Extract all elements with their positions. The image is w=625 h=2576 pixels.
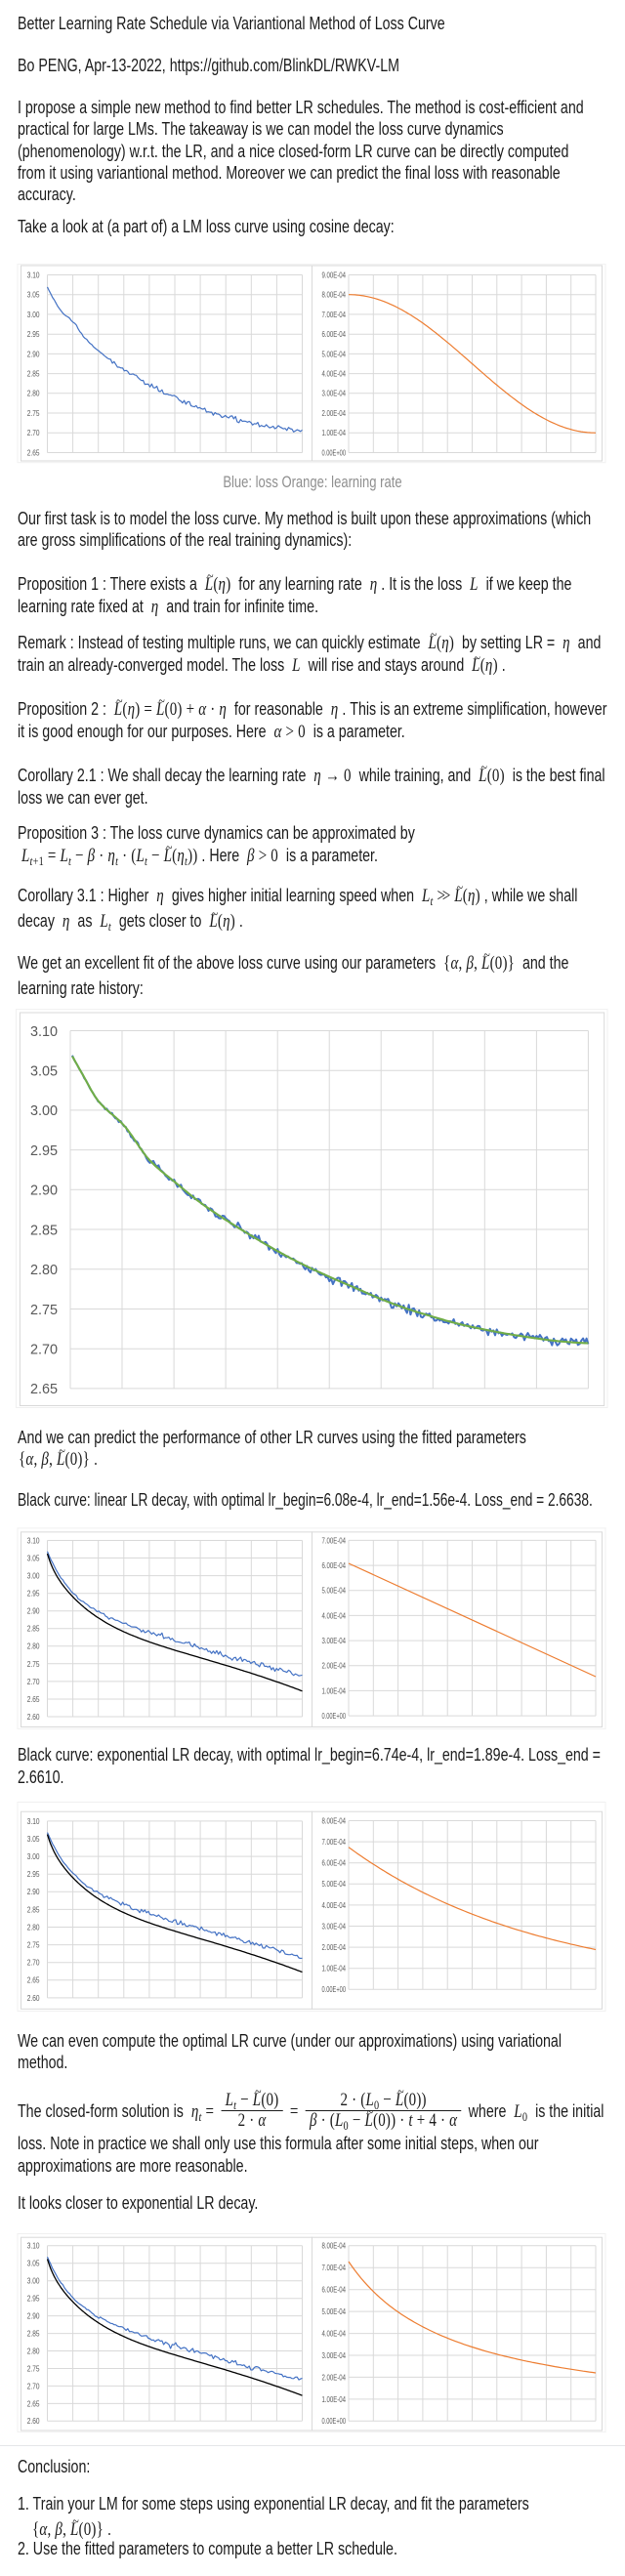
svg-text:2.95: 2.95 xyxy=(27,2295,40,2304)
svg-text:2.60: 2.60 xyxy=(27,1994,40,2003)
svg-text:2.85: 2.85 xyxy=(27,370,40,379)
svg-text:2.65: 2.65 xyxy=(27,1976,40,1985)
svg-text:3.00E-04: 3.00E-04 xyxy=(322,1637,347,1645)
svg-text:2.65: 2.65 xyxy=(27,1695,40,1704)
svg-text:2.90: 2.90 xyxy=(27,1607,40,1616)
svg-text:2.85: 2.85 xyxy=(27,1905,40,1914)
svg-text:2.65: 2.65 xyxy=(27,2399,40,2408)
svg-text:3.05: 3.05 xyxy=(27,1835,40,1844)
svg-text:7.00E-04: 7.00E-04 xyxy=(322,1838,347,1847)
svg-text:7.00E-04: 7.00E-04 xyxy=(322,311,347,319)
svg-text:3.00: 3.00 xyxy=(27,2277,40,2286)
svg-text:0.00E+00: 0.00E+00 xyxy=(322,1985,347,1994)
svg-text:2.00E-04: 2.00E-04 xyxy=(322,1943,347,1952)
svg-text:2.85: 2.85 xyxy=(27,1625,40,1634)
svg-text:2.00E-04: 2.00E-04 xyxy=(322,2373,347,2382)
svg-text:5.00E-04: 5.00E-04 xyxy=(322,1880,347,1889)
svg-text:2.95: 2.95 xyxy=(27,1590,40,1599)
svg-text:2.80: 2.80 xyxy=(27,390,40,398)
svg-text:2.70: 2.70 xyxy=(27,429,40,437)
svg-text:4.00E-04: 4.00E-04 xyxy=(322,1901,347,1910)
svg-text:8.00E-04: 8.00E-04 xyxy=(322,291,347,300)
svg-text:2.60: 2.60 xyxy=(27,2417,40,2426)
svg-text:6.00E-04: 6.00E-04 xyxy=(322,2286,347,2295)
svg-text:2.90: 2.90 xyxy=(27,350,40,358)
svg-text:3.10: 3.10 xyxy=(27,270,40,279)
svg-text:4.00E-04: 4.00E-04 xyxy=(322,1611,347,1620)
svg-text:2.65: 2.65 xyxy=(27,448,40,457)
svg-text:8.00E-04: 8.00E-04 xyxy=(322,1816,347,1825)
svg-text:2.90: 2.90 xyxy=(27,1888,40,1896)
svg-text:3.10: 3.10 xyxy=(27,1817,40,1826)
svg-text:6.00E-04: 6.00E-04 xyxy=(322,330,347,339)
svg-text:2.95: 2.95 xyxy=(30,1143,58,1159)
svg-text:3.05: 3.05 xyxy=(27,291,40,300)
svg-text:1.00E-04: 1.00E-04 xyxy=(322,1965,347,1974)
svg-text:2.90: 2.90 xyxy=(27,2312,40,2321)
svg-text:0.00E+00: 0.00E+00 xyxy=(322,1712,347,1721)
svg-text:3.00: 3.00 xyxy=(30,1102,58,1119)
svg-text:2.75: 2.75 xyxy=(27,409,40,418)
svg-text:2.85: 2.85 xyxy=(30,1222,58,1238)
svg-text:1.00E-04: 1.00E-04 xyxy=(322,429,347,437)
svg-text:3.10: 3.10 xyxy=(27,2242,40,2251)
svg-text:2.70: 2.70 xyxy=(27,1959,40,1968)
svg-text:2.80: 2.80 xyxy=(27,2347,40,2355)
svg-text:9.00E-04: 9.00E-04 xyxy=(322,270,347,279)
svg-text:4.00E-04: 4.00E-04 xyxy=(322,370,347,379)
svg-text:7.00E-04: 7.00E-04 xyxy=(322,2264,347,2272)
svg-text:2.00E-04: 2.00E-04 xyxy=(322,1662,347,1671)
svg-text:3.00E-04: 3.00E-04 xyxy=(322,390,347,398)
svg-text:3.00: 3.00 xyxy=(27,311,40,319)
svg-text:3.05: 3.05 xyxy=(30,1063,58,1080)
svg-text:3.00: 3.00 xyxy=(27,1852,40,1861)
svg-text:2.95: 2.95 xyxy=(27,1870,40,1879)
svg-text:2.75: 2.75 xyxy=(30,1302,58,1318)
svg-text:2.85: 2.85 xyxy=(27,2330,40,2339)
svg-text:0.00E+00: 0.00E+00 xyxy=(322,2417,347,2426)
svg-text:2.90: 2.90 xyxy=(30,1183,58,1199)
svg-text:2.75: 2.75 xyxy=(27,1941,40,1950)
svg-text:3.00E-04: 3.00E-04 xyxy=(322,1922,347,1931)
svg-text:7.00E-04: 7.00E-04 xyxy=(322,1536,347,1545)
svg-text:5.00E-04: 5.00E-04 xyxy=(322,2307,347,2316)
svg-text:3.10: 3.10 xyxy=(30,1023,58,1040)
svg-text:4.00E-04: 4.00E-04 xyxy=(322,2330,347,2339)
svg-text:3.00: 3.00 xyxy=(27,1572,40,1581)
svg-text:1.00E-04: 1.00E-04 xyxy=(322,1686,347,1695)
svg-text:2.80: 2.80 xyxy=(27,1923,40,1932)
svg-text:2.75: 2.75 xyxy=(27,2364,40,2373)
svg-text:2.80: 2.80 xyxy=(27,1642,40,1651)
svg-text:2.65: 2.65 xyxy=(30,1381,58,1397)
svg-text:8.00E-04: 8.00E-04 xyxy=(322,2242,347,2251)
svg-text:2.60: 2.60 xyxy=(27,1713,40,1722)
svg-text:5.00E-04: 5.00E-04 xyxy=(322,350,347,358)
svg-text:0.00E+00: 0.00E+00 xyxy=(322,448,347,457)
svg-text:2.75: 2.75 xyxy=(27,1660,40,1669)
svg-text:5.00E-04: 5.00E-04 xyxy=(322,1587,347,1596)
svg-text:3.05: 3.05 xyxy=(27,1555,40,1563)
svg-text:3.00E-04: 3.00E-04 xyxy=(322,2351,347,2360)
svg-text:2.70: 2.70 xyxy=(27,1678,40,1686)
svg-text:2.70: 2.70 xyxy=(27,2382,40,2390)
svg-text:2.00E-04: 2.00E-04 xyxy=(322,409,347,418)
svg-text:2.95: 2.95 xyxy=(27,330,40,339)
svg-text:2.80: 2.80 xyxy=(30,1262,58,1278)
svg-text:6.00E-04: 6.00E-04 xyxy=(322,1859,347,1868)
svg-text:2.70: 2.70 xyxy=(30,1342,58,1358)
svg-text:3.10: 3.10 xyxy=(27,1536,40,1545)
svg-text:6.00E-04: 6.00E-04 xyxy=(322,1561,347,1570)
svg-text:1.00E-04: 1.00E-04 xyxy=(322,2395,347,2404)
svg-text:3.05: 3.05 xyxy=(27,2260,40,2268)
